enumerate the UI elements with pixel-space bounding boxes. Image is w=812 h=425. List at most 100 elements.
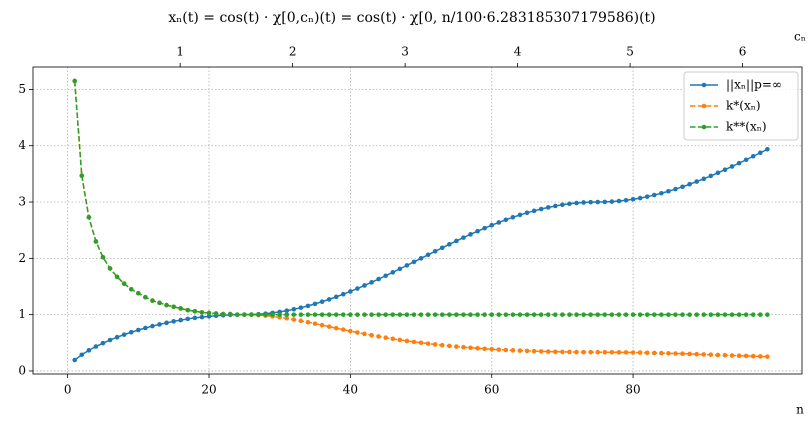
data-point [312,312,318,317]
data-point [411,339,417,345]
data-point [729,164,735,169]
data-point [567,349,572,355]
data-point [475,345,480,351]
data-point [708,312,714,317]
legend-box [683,71,799,141]
data-point [220,311,226,317]
data-point [722,312,728,317]
data-point [164,302,169,308]
data-point [736,312,742,317]
data-point [376,334,381,339]
data-point [538,312,544,317]
data-point [107,337,113,343]
data-point [694,179,699,184]
data-point [185,316,191,322]
data-point [312,321,318,326]
x2-tick-label: 5 [626,45,634,59]
data-point [574,312,579,317]
data-point [242,312,247,317]
data-point [722,167,728,173]
data-point [249,312,254,317]
data-point [673,186,678,192]
data-point [602,312,608,317]
data-point [206,310,212,316]
data-point [355,312,360,317]
data-point [291,317,297,322]
data-point [517,348,523,353]
data-point [461,235,466,240]
data-point [157,300,162,306]
data-point [157,322,162,327]
legend-label: k**(xₙ) [726,120,767,134]
y-tick-label: 5 [18,82,26,96]
data-point [644,312,650,317]
data-point [666,188,671,194]
plot-frame [32,66,803,375]
data-point [298,318,304,324]
data-point [574,200,579,206]
data-point [630,196,636,202]
data-point [743,312,749,317]
data-point [757,312,763,317]
data-point [199,310,205,315]
data-point [369,280,374,285]
data-point [736,160,742,166]
x2-tick-label: 4 [514,45,522,59]
data-point [743,157,749,163]
y-tick-label: 0 [18,363,26,377]
data-point [369,312,374,317]
data-point [397,266,403,272]
data-point [560,312,565,317]
data-point [390,312,396,317]
data-point [362,331,367,337]
data-point [383,273,388,279]
data-point [701,312,707,317]
data-point [425,312,431,317]
data-point [765,354,770,359]
data-point [439,312,445,317]
data-point [439,245,445,251]
data-point [305,303,311,309]
data-point [348,312,353,317]
data-point [475,312,480,317]
data-point [729,312,735,317]
data-point [482,312,487,317]
data-point [340,312,346,317]
data-point [234,312,240,317]
x2-tick-label: 1 [176,45,184,59]
data-point [143,325,148,331]
data-point [121,281,127,286]
data-point [510,348,516,353]
data-point [383,335,388,340]
data-point [687,181,692,187]
data-point [644,350,650,356]
data-point [545,205,551,210]
data-point [164,320,169,326]
data-point [432,342,438,347]
data-point [468,312,473,317]
data-point [722,352,728,358]
data-point [750,153,756,159]
data-point [482,225,487,231]
data-point [673,351,678,356]
data-point [298,305,304,310]
data-point [263,312,268,317]
y-tick-label: 2 [18,251,26,265]
data-point [510,214,516,220]
data-point [86,348,92,353]
data-point [362,312,367,317]
data-point [475,228,480,234]
data-point [715,312,721,317]
data-point [651,350,657,356]
data-point [659,312,664,317]
data-point [588,312,593,317]
data-point [482,346,487,352]
data-point [616,312,622,317]
data-point [79,173,85,178]
data-point [553,312,558,317]
data-point [503,312,509,317]
data-point [72,78,78,84]
data-point [100,340,106,346]
data-point [461,312,466,317]
data-point [432,249,438,254]
